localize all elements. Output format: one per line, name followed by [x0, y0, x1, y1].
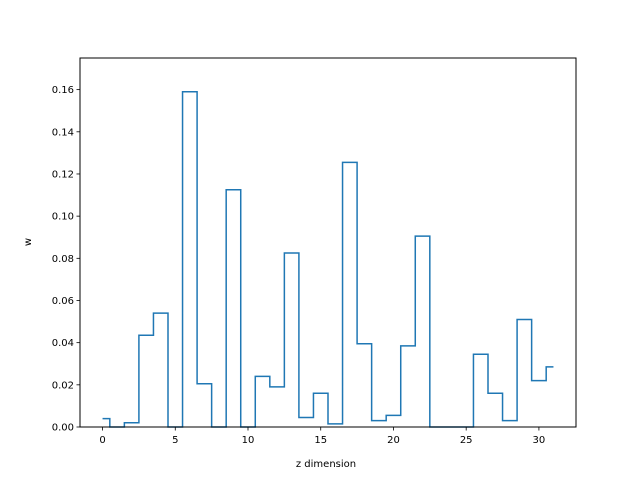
x-axis-label: z dimension — [296, 459, 356, 470]
y-axis-ticks: 0.00 0.02 0.04 0.06 0.08 0.10 0.12 0.14 0.16 — [52, 85, 80, 434]
y-tick-label: 0.12 — [52, 169, 74, 180]
x-tick-label: 20 — [387, 435, 400, 446]
y-tick-label: 0.16 — [52, 85, 74, 96]
y-tick-label: 0.00 — [52, 423, 74, 434]
x-axis-ticks: 0 5 10 15 20 25 30 — [99, 427, 545, 446]
y-axis-label: w — [23, 238, 34, 246]
y-tick-label: 0.14 — [52, 127, 74, 138]
y-tick-label: 0.04 — [52, 338, 74, 349]
x-tick-label: 25 — [460, 435, 473, 446]
x-tick-label: 30 — [533, 435, 546, 446]
x-tick-label: 5 — [172, 435, 178, 446]
x-tick-label: 0 — [99, 435, 105, 446]
axes-frame — [79, 57, 577, 428]
x-tick-label: 15 — [314, 435, 327, 446]
y-tick-label: 0.02 — [52, 380, 74, 391]
y-tick-label: 0.08 — [52, 254, 74, 265]
x-tick-label: 10 — [242, 435, 255, 446]
y-tick-label: 0.06 — [52, 296, 74, 307]
y-tick-label: 0.10 — [52, 212, 74, 223]
